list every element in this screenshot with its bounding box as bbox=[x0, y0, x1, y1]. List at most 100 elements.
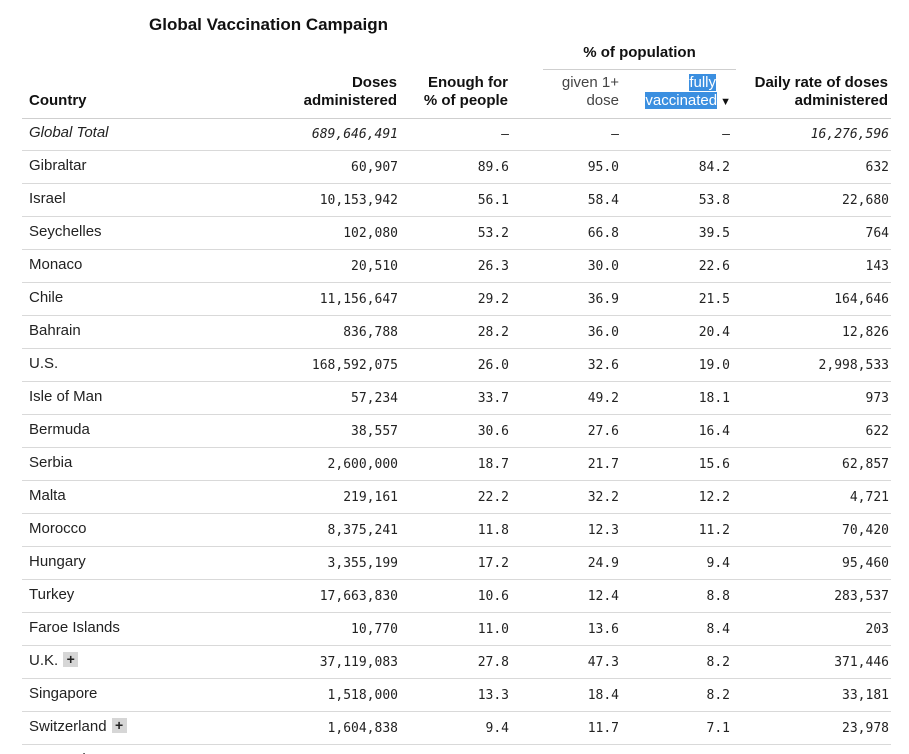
enough-cell: 10.6 bbox=[477, 589, 509, 604]
country-cell: Gibraltar bbox=[29, 151, 87, 183]
fully-vaccinated-cell: 84.2 bbox=[698, 160, 730, 175]
column-header-daily-rate[interactable]: Daily rate of doses administered bbox=[755, 74, 888, 110]
fully-vaccinated-cell: 7.0 bbox=[707, 745, 730, 754]
column-header-fully-vaccinated[interactable]: fully vaccinated ▼ bbox=[645, 74, 731, 111]
country-cell: Malta bbox=[29, 481, 66, 513]
doses-cell: 20,510 bbox=[351, 259, 398, 274]
column-header-doses[interactable]: Doses administered bbox=[304, 74, 397, 110]
table-row: Turkey 17,663,830 10.6 12.4 8.8 283,537 bbox=[22, 580, 891, 613]
doses-cell: 1,604,838 bbox=[327, 721, 398, 736]
column-header-enough-line2: % of people bbox=[423, 92, 508, 109]
column-header-fully-line2: vaccinated bbox=[645, 92, 718, 109]
fully-vaccinated-cell: 9.4 bbox=[706, 556, 730, 571]
enough-cell: 29.2 bbox=[477, 292, 509, 307]
fully-vaccinated-cell: – bbox=[722, 127, 730, 142]
column-header-doses-line1: Doses bbox=[351, 74, 397, 91]
daily-rate-cell: 33,181 bbox=[842, 688, 889, 703]
country-cell: Chile bbox=[29, 283, 63, 315]
fully-vaccinated-cell: 53.8 bbox=[698, 193, 730, 208]
column-header-given-line2: dose bbox=[586, 92, 619, 109]
country-name: Bahrain bbox=[29, 322, 81, 339]
fully-vaccinated-cell: 7.1 bbox=[706, 721, 730, 736]
country-cell: Serbia bbox=[29, 448, 72, 480]
doses-cell: 17,663,830 bbox=[319, 589, 398, 604]
fully-vaccinated-cell: 11.2 bbox=[698, 523, 730, 538]
given-dose-cell: 27.6 bbox=[587, 424, 619, 439]
doses-cell: 38,557 bbox=[351, 424, 398, 439]
given-dose-cell: 32.6 bbox=[587, 358, 619, 373]
enough-cell: 28.2 bbox=[477, 325, 509, 340]
doses-cell: 689,646,491 bbox=[311, 127, 398, 142]
country-name: Turkey bbox=[29, 586, 75, 603]
country-cell: Morocco bbox=[29, 514, 87, 546]
doses-cell: 2,600,000 bbox=[327, 457, 398, 472]
enough-cell: 11.8 bbox=[477, 523, 509, 538]
doses-cell: 10,770 bbox=[351, 622, 398, 637]
country-cell: Singapore bbox=[29, 679, 97, 711]
daily-rate-cell: 4,721 bbox=[849, 490, 889, 505]
given-dose-cell: 12.4 bbox=[587, 589, 619, 604]
daily-rate-cell: 95,460 bbox=[842, 556, 889, 571]
country-name: Switzerland bbox=[29, 718, 107, 735]
table-row: Chile 11,156,647 29.2 36.9 21.5 164,646 bbox=[22, 283, 891, 316]
country-cell: Faroe Islands bbox=[29, 613, 120, 645]
country-name: Isle of Man bbox=[29, 388, 103, 405]
country-cell: Turkey bbox=[29, 580, 74, 612]
given-dose-cell: 13.6 bbox=[588, 745, 619, 754]
table-row: U.K. +37,119,083 27.8 47.3 8.2 371,446 bbox=[22, 646, 891, 679]
daily-rate-cell: 143 bbox=[865, 259, 889, 274]
country-name: Chile bbox=[29, 289, 64, 306]
country-cell: Isle of Man bbox=[29, 382, 102, 414]
expand-region-button[interactable]: + bbox=[111, 718, 127, 733]
expand-region-button[interactable]: + bbox=[63, 652, 79, 667]
enough-cell: 22.2 bbox=[477, 490, 509, 505]
sort-descending-icon: ▼ bbox=[720, 96, 731, 108]
fully-vaccinated-cell: 16.4 bbox=[698, 424, 730, 439]
enough-cell: 9.4 bbox=[485, 721, 509, 736]
fully-vaccinated-cell: 8.2 bbox=[706, 688, 730, 703]
doses-cell: 57,234 bbox=[351, 391, 398, 406]
country-name: Gibraltar bbox=[29, 157, 87, 174]
country-name: Serbia bbox=[29, 454, 73, 471]
table-row: Hungary 3,355,199 17.2 24.9 9.4 95,460 bbox=[22, 547, 891, 580]
column-header-daily-line2: administered bbox=[794, 92, 888, 109]
daily-rate-cell: 62,857 bbox=[842, 457, 889, 472]
column-header-given-dose[interactable]: given 1+ dose bbox=[562, 74, 619, 110]
daily-rate-cell: 622 bbox=[865, 424, 889, 439]
country-cell: Denmark bbox=[29, 745, 90, 754]
table-row: Serbia 2,600,000 18.7 21.7 15.6 62,857 bbox=[22, 448, 891, 481]
country-name: Monaco bbox=[29, 256, 83, 273]
population-group-header: % of population bbox=[543, 44, 736, 70]
table-row: Israel 10,153,942 56.1 58.4 53.8 22,680 bbox=[22, 184, 891, 217]
column-header-country-label: Country bbox=[29, 92, 87, 109]
daily-rate-cell: 2,998,533 bbox=[818, 358, 889, 373]
daily-rate-cell: 164,646 bbox=[834, 292, 889, 307]
daily-rate-cell: 973 bbox=[865, 391, 889, 406]
country-name: Morocco bbox=[29, 520, 87, 537]
column-header-country[interactable]: Country bbox=[29, 92, 87, 110]
daily-rate-cell: 371,446 bbox=[834, 655, 889, 670]
doses-cell: 11,156,647 bbox=[319, 292, 398, 307]
fully-vaccinated-cell: 21.5 bbox=[698, 292, 730, 307]
doses-cell: 60,907 bbox=[351, 160, 398, 175]
enough-cell: 89.6 bbox=[477, 160, 509, 175]
country-name: Israel bbox=[29, 190, 66, 207]
table-row: Morocco 8,375,241 11.8 12.3 11.2 70,420 bbox=[22, 514, 891, 547]
fully-vaccinated-cell: 15.6 bbox=[698, 457, 730, 472]
given-dose-cell: 49.2 bbox=[587, 391, 619, 406]
country-name: Bermuda bbox=[29, 421, 90, 438]
column-header-enough[interactable]: Enough for % of people bbox=[424, 74, 508, 110]
vaccination-table-body: Global Total 689,646,491 – – – 16,276,596 Gibr… bbox=[22, 118, 891, 754]
daily-rate-cell: 764 bbox=[865, 226, 889, 241]
country-name: Global Total bbox=[29, 124, 109, 141]
table-row: Malta 219,161 22.2 32.2 12.2 4,721 bbox=[22, 481, 891, 514]
doses-cell: 836,788 bbox=[343, 325, 398, 340]
country-cell: Israel bbox=[29, 184, 66, 216]
daily-rate-cell: 203 bbox=[865, 622, 889, 637]
fully-vaccinated-cell: 8.8 bbox=[706, 589, 730, 604]
enough-cell: 33.7 bbox=[477, 391, 509, 406]
enough-cell: 17.2 bbox=[477, 556, 509, 571]
country-name: U.K. bbox=[29, 652, 59, 669]
header-divider bbox=[22, 118, 891, 119]
doses-cell: 1,518,000 bbox=[327, 688, 398, 703]
